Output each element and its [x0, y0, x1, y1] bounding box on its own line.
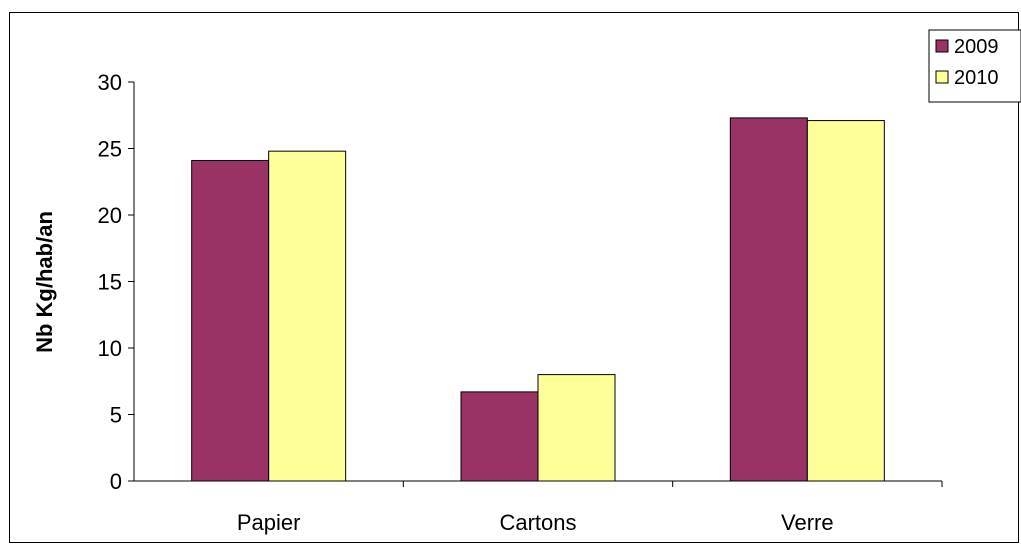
y-tick-label: 0 — [110, 469, 122, 494]
y-tick-label: 20 — [98, 203, 122, 228]
axes — [133, 82, 942, 482]
legend-swatch-2010 — [935, 70, 949, 84]
bar-verre-2010 — [806, 120, 885, 482]
bar-cartons-2009 — [460, 391, 539, 482]
legend-label-2009: 2009 — [954, 36, 999, 58]
legend-label-2010: 2010 — [954, 67, 999, 89]
y-tick-label: 10 — [98, 336, 122, 361]
x-tick-label: Papier — [237, 510, 301, 535]
y-tick-label: 15 — [98, 270, 122, 295]
y-axis-ticks: 0 5 10 15 20 25 30 — [98, 70, 134, 494]
x-tick-label: Verre — [781, 510, 834, 535]
legend-swatch-2009 — [935, 39, 949, 53]
x-axis-ticks: Papier Cartons Verre — [237, 481, 943, 535]
bar-papier-2009 — [191, 159, 270, 482]
bar-papier-2010 — [268, 150, 347, 482]
bars — [191, 117, 885, 482]
bar-cartons-2010 — [537, 374, 616, 482]
x-tick-label: Cartons — [499, 510, 576, 535]
y-tick-label: 30 — [98, 70, 122, 95]
y-axis-title: Nb Kg/hab/an — [32, 211, 57, 353]
legend[interactable]: 2009 2010 — [928, 29, 1021, 103]
bar-verre-2009 — [729, 117, 808, 482]
y-tick-label: 25 — [98, 137, 122, 162]
y-tick-label: 5 — [110, 403, 122, 428]
